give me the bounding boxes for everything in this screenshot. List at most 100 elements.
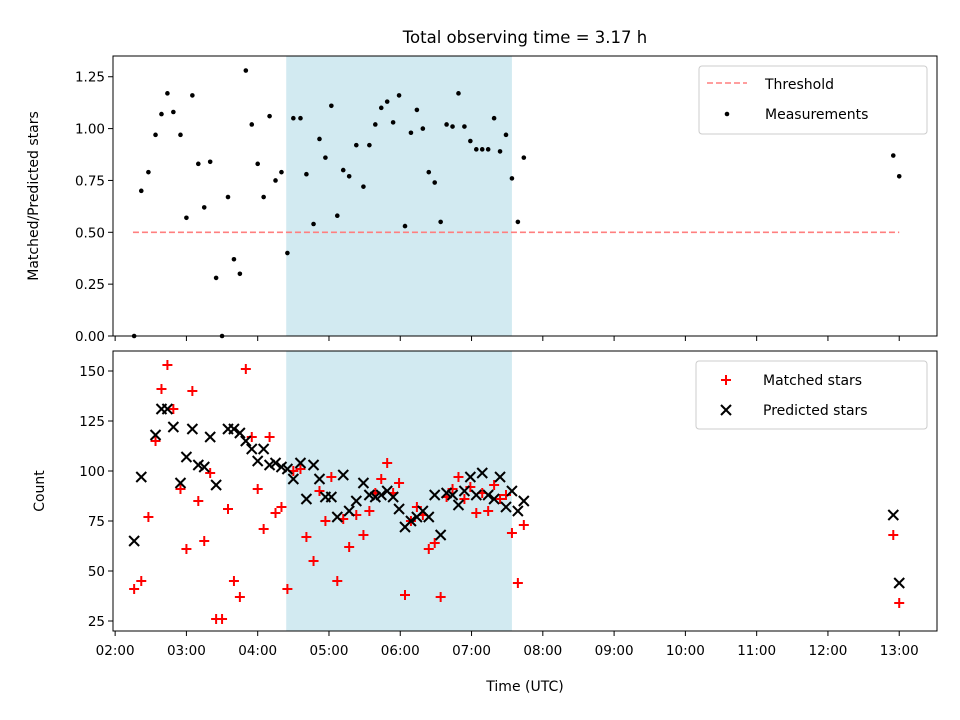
- count-panel: 25 50 75 100 125 150 02:00 03:00 04:00 05:00 06:0…: [32, 350, 938, 695]
- measurement-point: [521, 155, 527, 160]
- matched-star-point: [423, 544, 434, 554]
- matched-star-point: [168, 404, 179, 414]
- measurement-point: [485, 147, 491, 152]
- measurement-point: [231, 256, 237, 262]
- predicted-star-point: [198, 461, 210, 473]
- measurement-point: [515, 219, 521, 225]
- count-x-axis: 02:00 03:00 04:00 05:00 06:00 07:00 08:00 09:00…: [96, 631, 919, 659]
- predicted-star-point: [429, 489, 441, 501]
- count-x-tick-label: 13:00: [880, 643, 919, 659]
- predicted-star-point: [149, 429, 162, 441]
- count-x-tick-label: 10:00: [666, 643, 705, 659]
- measurement-point: [178, 132, 183, 138]
- measurement-point: [479, 147, 485, 152]
- measurement-point: [249, 122, 255, 127]
- legend-matched-swatch: [721, 375, 731, 385]
- measurement-point: [503, 132, 509, 138]
- measurement-point: [473, 147, 479, 152]
- matched-star-point: [308, 556, 319, 566]
- measurement-point: [414, 107, 420, 113]
- matched-star-point: [394, 478, 405, 488]
- matched-star-point: [429, 538, 440, 548]
- predicted-star-point: [500, 501, 512, 513]
- predicted-star-point: [135, 471, 147, 483]
- count-y-label: Count: [32, 470, 48, 512]
- matched-star-point: [162, 360, 173, 370]
- ratio-y-tick-label: 0.50: [75, 225, 105, 241]
- measurement-point: [138, 188, 144, 194]
- measurement-point: [195, 161, 201, 167]
- measurement-point: [243, 68, 249, 73]
- count-y-tick-label: 25: [88, 614, 105, 630]
- predicted-star-point: [234, 427, 246, 439]
- matched-star-point: [282, 584, 293, 594]
- measurement-point: [396, 93, 402, 98]
- ratio-y-tick-label: 0.75: [75, 173, 105, 189]
- predicted-star-point: [325, 491, 338, 503]
- count-x-tick-label: 11:00: [737, 643, 776, 659]
- matched-star-point: [489, 480, 500, 490]
- matched-star-point: [181, 544, 192, 554]
- measurement-point: [408, 130, 414, 136]
- matched-star-point: [358, 530, 369, 540]
- ratio-y-tick-label: 1.25: [75, 70, 105, 86]
- matched-star-point: [234, 592, 245, 602]
- count-y-tick-label: 50: [88, 564, 105, 580]
- measurement-point: [456, 91, 461, 96]
- predicted-star-point: [887, 509, 899, 521]
- matched-star-point: [150, 436, 161, 446]
- measurement-point: [509, 176, 515, 181]
- matched-star-point: [175, 484, 186, 494]
- predicted-star-point: [337, 469, 349, 481]
- predicted-star-point: [518, 495, 530, 507]
- matched-star-point: [301, 532, 312, 542]
- measurement-point: [450, 124, 455, 129]
- count-x-tick-label: 04:00: [238, 643, 277, 659]
- predicted-star-point: [228, 423, 240, 435]
- predicted-star-point: [313, 473, 326, 485]
- measurement-point: [225, 194, 231, 200]
- predicted-star-point: [357, 477, 370, 489]
- measurement-point: [468, 138, 473, 144]
- predicted-star-point: [464, 471, 477, 483]
- ratio-y-label: Matched/Predicted stars: [26, 111, 42, 281]
- measurement-point: [426, 169, 432, 175]
- measurement-point: [390, 120, 396, 125]
- matched-star-point: [136, 576, 147, 586]
- measurement-point: [311, 221, 316, 227]
- measurement-point: [317, 136, 322, 142]
- matched-star-point: [506, 528, 517, 538]
- predicted-star-point: [405, 515, 417, 527]
- count-y-tick-label: 125: [79, 414, 105, 430]
- count-y-tick-label: 100: [79, 464, 105, 480]
- measurement-point: [491, 115, 497, 121]
- measurement-point: [255, 161, 260, 167]
- measurement-point: [361, 184, 366, 189]
- predicted-star-point: [343, 505, 355, 517]
- measurement-point: [462, 124, 467, 129]
- matched-star-point: [143, 512, 154, 522]
- measurement-point: [367, 142, 372, 148]
- measurement-point: [298, 115, 303, 121]
- predicted-star-point: [423, 511, 435, 523]
- measurement-point: [267, 113, 272, 119]
- predicted-star-point: [167, 421, 180, 433]
- matched-star-point: [270, 508, 281, 518]
- legend-predicted-label: Predicted stars: [763, 403, 868, 419]
- measurement-point: [285, 250, 290, 256]
- figure-title: Total observing time = 3.17 h: [402, 28, 647, 47]
- matched-star-point: [295, 464, 306, 474]
- matched-star-point: [264, 432, 275, 442]
- matched-star-point: [205, 468, 216, 478]
- predicted-star-point: [294, 457, 307, 469]
- predicted-star-point: [331, 511, 344, 523]
- measurement-point: [207, 159, 213, 165]
- predicted-star-point: [186, 423, 199, 435]
- measurement-point: [402, 223, 408, 229]
- predicted-star-point: [452, 499, 465, 511]
- ratio-y-axis: 0.00 0.25 0.50 0.75 1.00 1.25: [75, 70, 113, 345]
- ratio-y-tick-label: 0.25: [75, 277, 105, 293]
- predicted-star-point: [506, 485, 518, 497]
- predicted-star-point: [161, 403, 174, 415]
- matched-star-point: [187, 386, 198, 396]
